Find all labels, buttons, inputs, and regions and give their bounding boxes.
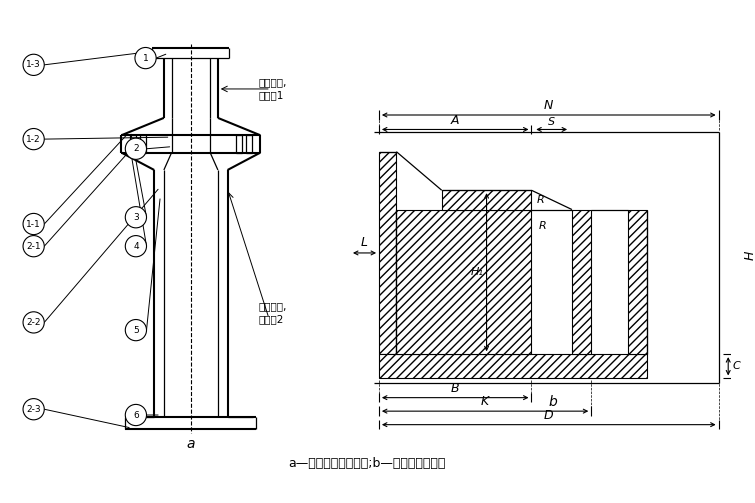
Text: B: B [451, 382, 460, 395]
Text: 1-1: 1-1 [26, 219, 41, 228]
Text: 2: 2 [133, 144, 139, 153]
Circle shape [23, 128, 45, 150]
Bar [628, 210, 647, 354]
Bar [396, 210, 532, 354]
Circle shape [125, 235, 146, 257]
Circle shape [23, 213, 45, 234]
Text: 1-2: 1-2 [26, 135, 41, 144]
Text: 2-1: 2-1 [26, 242, 41, 250]
Circle shape [23, 235, 45, 257]
Text: 6: 6 [133, 410, 139, 420]
Circle shape [125, 207, 146, 228]
Text: R: R [536, 195, 544, 205]
Text: 4: 4 [133, 242, 139, 250]
Text: S: S [548, 117, 555, 127]
Bar [442, 190, 532, 210]
Text: a—不等管径对接法兰;b—法兰设计参数。: a—不等管径对接法兰;b—法兰设计参数。 [288, 457, 445, 470]
Circle shape [125, 319, 146, 341]
Text: 1-3: 1-3 [26, 60, 41, 69]
Bar [379, 354, 647, 378]
Circle shape [23, 312, 45, 333]
Text: a: a [186, 437, 195, 451]
Text: R: R [539, 221, 547, 231]
Circle shape [135, 47, 156, 69]
Bar [379, 152, 396, 354]
Text: H₁: H₁ [471, 267, 484, 277]
Text: 1: 1 [143, 54, 149, 62]
Text: K: K [481, 395, 489, 408]
Text: A: A [451, 114, 460, 127]
Circle shape [23, 54, 45, 75]
Text: N: N [544, 99, 553, 112]
Circle shape [23, 398, 45, 420]
Bar [572, 210, 591, 354]
Text: b: b [548, 395, 557, 409]
Circle shape [125, 404, 146, 426]
Text: 连接下件,
编号为2: 连接下件, 编号为2 [258, 301, 287, 324]
Text: L: L [361, 236, 368, 249]
Text: C: C [732, 361, 740, 371]
Text: D: D [544, 409, 553, 422]
Text: 3: 3 [133, 213, 139, 222]
Text: 5: 5 [133, 325, 139, 334]
Text: 连接上件,
编号为1: 连接上件, 编号为1 [258, 77, 287, 101]
Text: 2-2: 2-2 [26, 318, 41, 327]
Circle shape [125, 138, 146, 159]
Text: H: H [744, 250, 755, 260]
Text: 2-3: 2-3 [26, 405, 41, 414]
